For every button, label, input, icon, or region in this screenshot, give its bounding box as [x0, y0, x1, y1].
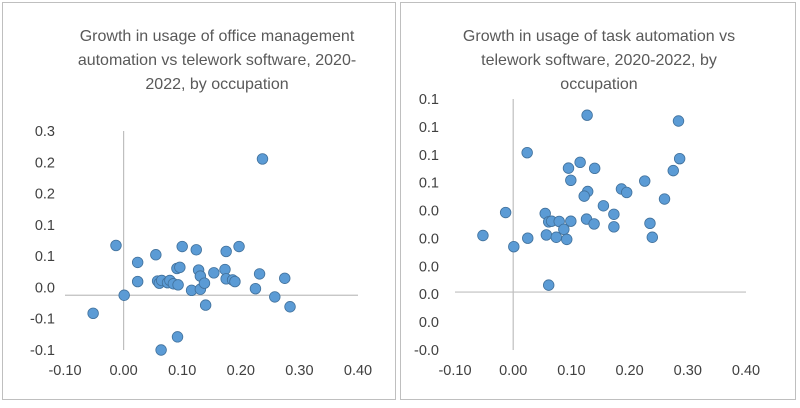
y-tick-label: 0.2	[35, 155, 55, 171]
data-point	[131, 275, 144, 288]
data-point	[550, 231, 562, 243]
y-tick-label: 0.1	[35, 218, 55, 234]
y-tick-label: 0.1	[419, 176, 439, 192]
data-point	[608, 208, 620, 220]
x-tick-label: 0.10	[557, 363, 585, 379]
x-tick-label: 0.20	[615, 363, 643, 379]
data-point	[256, 153, 269, 165]
data-point	[208, 267, 220, 279]
y-tick-label: 0.1	[419, 148, 439, 164]
chart-panel-left: Growth in usage of office management auto…	[2, 2, 396, 400]
data-point	[667, 164, 679, 177]
x-tick-label: 0.40	[732, 363, 760, 379]
data-point	[220, 245, 232, 258]
data-point	[249, 282, 262, 295]
data-point	[558, 223, 570, 236]
data-point	[522, 232, 534, 244]
data-point	[269, 291, 281, 303]
x-tick-label: -0.10	[438, 363, 471, 379]
y-tick-label: -0.0	[414, 343, 439, 359]
data-point	[588, 162, 601, 175]
y-tick-label: 0.0	[35, 280, 55, 296]
data-point	[87, 307, 99, 320]
chart-title-line: telework software, 2020-2022, by	[481, 52, 717, 69]
data-point	[562, 162, 575, 174]
y-tick-label: 0.1	[35, 249, 55, 265]
x-tick-label: 0.00	[109, 363, 137, 379]
data-point	[198, 277, 211, 289]
chart-title-line: automation vs telework software, 2020-	[78, 52, 356, 69]
x-tick-label: -0.10	[48, 363, 81, 379]
y-tick-label: 0.0	[419, 204, 439, 220]
data-point	[279, 272, 291, 284]
data-point	[574, 156, 586, 169]
data-point	[565, 215, 577, 227]
data-point	[233, 240, 245, 253]
data-point	[581, 109, 593, 121]
chart-left: Growth in usage of office management auto…	[30, 28, 372, 379]
x-tick-label: 0.20	[227, 363, 255, 379]
data-point	[639, 175, 651, 187]
y-tick-label: 0.0	[419, 259, 439, 275]
data-point	[672, 115, 685, 127]
y-tick-label: 0.3	[35, 124, 55, 140]
y-tick-label: -0.1	[30, 312, 55, 328]
data-point	[253, 268, 266, 280]
data-point	[578, 190, 590, 202]
chart-title-line: occupation	[560, 76, 637, 93]
data-point	[646, 231, 658, 243]
x-tick-label: 0.00	[499, 363, 527, 379]
chart-title-line: Growth in usage of task automation vs	[463, 28, 735, 45]
data-point	[171, 331, 184, 343]
data-point	[477, 229, 489, 242]
plot-area: 0.3 0.2 0.2 0.1 0.1 0.0 -0.1 -0.1 -0.10 0.00 0.10 0…	[30, 124, 372, 379]
data-point	[540, 229, 553, 241]
y-tick-label: 0.0	[419, 287, 439, 303]
y-tick-label: -0.1	[30, 343, 55, 359]
data-point	[155, 344, 167, 356]
data-point	[190, 244, 202, 256]
data-point	[176, 240, 188, 253]
chart-title-line: Growth in usage of office management	[80, 28, 355, 45]
data-point	[565, 174, 577, 186]
y-tick-label: 0.1	[419, 92, 439, 108]
data-point	[561, 233, 573, 246]
data-point	[150, 249, 162, 261]
data-point	[543, 279, 555, 291]
chart-title: Growth in usage of office management auto…	[78, 28, 356, 93]
plot-area: 0.1 0.1 0.1 0.1 0.0 0.0 0.0 0.0 0.0 -0.0 -0.10 0.00…	[414, 92, 760, 379]
data-point	[199, 299, 212, 311]
x-tick-label: 0.30	[674, 363, 702, 379]
chart-title-line: 2022, by occupation	[145, 76, 288, 93]
data-point	[644, 217, 656, 230]
data-point	[521, 146, 533, 159]
data-point	[110, 239, 122, 252]
y-tick-label: 0.1	[419, 120, 439, 136]
chart-right: Growth in usage of task automation vs tel…	[414, 28, 760, 379]
data-point	[229, 275, 241, 288]
data-point	[118, 289, 130, 301]
chart-title: Growth in usage of task automation vs tel…	[463, 28, 735, 93]
data-point	[658, 193, 671, 205]
data-point	[597, 200, 610, 212]
chart-panel-right: Growth in usage of task automation vs tel…	[400, 2, 796, 400]
x-tick-label: 0.40	[344, 363, 372, 379]
x-tick-label: 0.30	[285, 363, 313, 379]
data-point	[620, 186, 633, 199]
data-point	[131, 256, 144, 269]
data-point	[172, 279, 184, 291]
data-point	[284, 301, 296, 313]
data-point	[508, 241, 520, 253]
y-tick-label: 0.2	[35, 187, 55, 203]
y-tick-label: 0.0	[419, 231, 439, 247]
data-point	[219, 263, 231, 276]
data-point	[673, 152, 686, 165]
data-point	[174, 261, 186, 274]
x-tick-label: 0.10	[168, 363, 196, 379]
data-point	[588, 218, 600, 230]
y-tick-label: 0.0	[419, 315, 439, 331]
data-point	[608, 221, 620, 233]
data-point	[499, 206, 512, 219]
